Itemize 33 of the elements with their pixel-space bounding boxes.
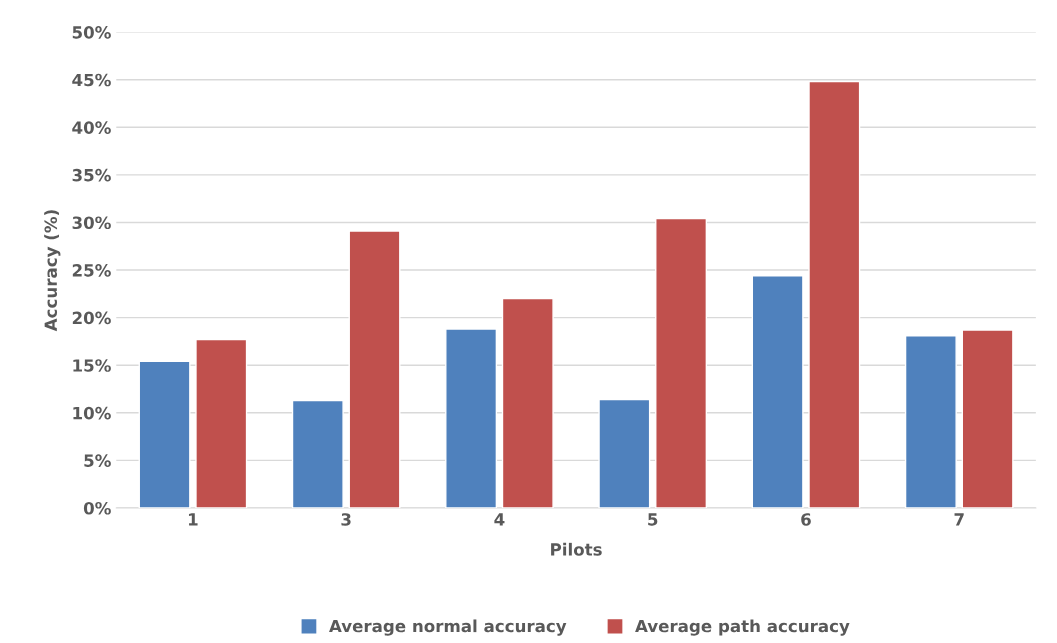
bar <box>348 230 401 508</box>
y-tick-label: 10% <box>73 406 111 420</box>
bar <box>501 297 554 508</box>
bar <box>598 398 651 508</box>
legend-label: Average path accuracy <box>635 619 850 636</box>
y-tick-label: 25% <box>72 264 111 277</box>
y-tick-label: 30% <box>72 216 111 230</box>
bar <box>195 338 248 508</box>
y-axis-title: Accuracy (%) <box>44 210 61 332</box>
x-tick-label: 3 <box>341 513 351 526</box>
bar <box>904 335 957 508</box>
y-tick-label: 15% <box>73 359 111 372</box>
y-tick-label: 0% <box>83 501 111 515</box>
x-tick-label: 6 <box>801 513 811 526</box>
bar <box>445 328 498 508</box>
y-tick-label: 45% <box>72 73 111 87</box>
x-tick-label: 4 <box>494 513 505 526</box>
x-tick-label: 7 <box>954 513 964 526</box>
bar <box>751 275 804 508</box>
y-tick-label: 35% <box>72 168 111 182</box>
x-tick-label: 1 <box>188 513 198 526</box>
y-tick-label: 40% <box>72 121 111 134</box>
bar <box>138 360 191 508</box>
bar <box>291 399 344 508</box>
bar <box>808 80 861 508</box>
legend-label: Average normal accuracy <box>329 619 567 636</box>
bar <box>961 329 1014 508</box>
y-tick-label: 20% <box>72 311 111 325</box>
x-axis-title: Pilots <box>551 542 602 556</box>
y-tick-label: 50% <box>72 26 111 39</box>
x-tick-label: 5 <box>648 513 658 526</box>
y-tick-label: 5% <box>84 454 111 467</box>
bar <box>655 217 708 508</box>
